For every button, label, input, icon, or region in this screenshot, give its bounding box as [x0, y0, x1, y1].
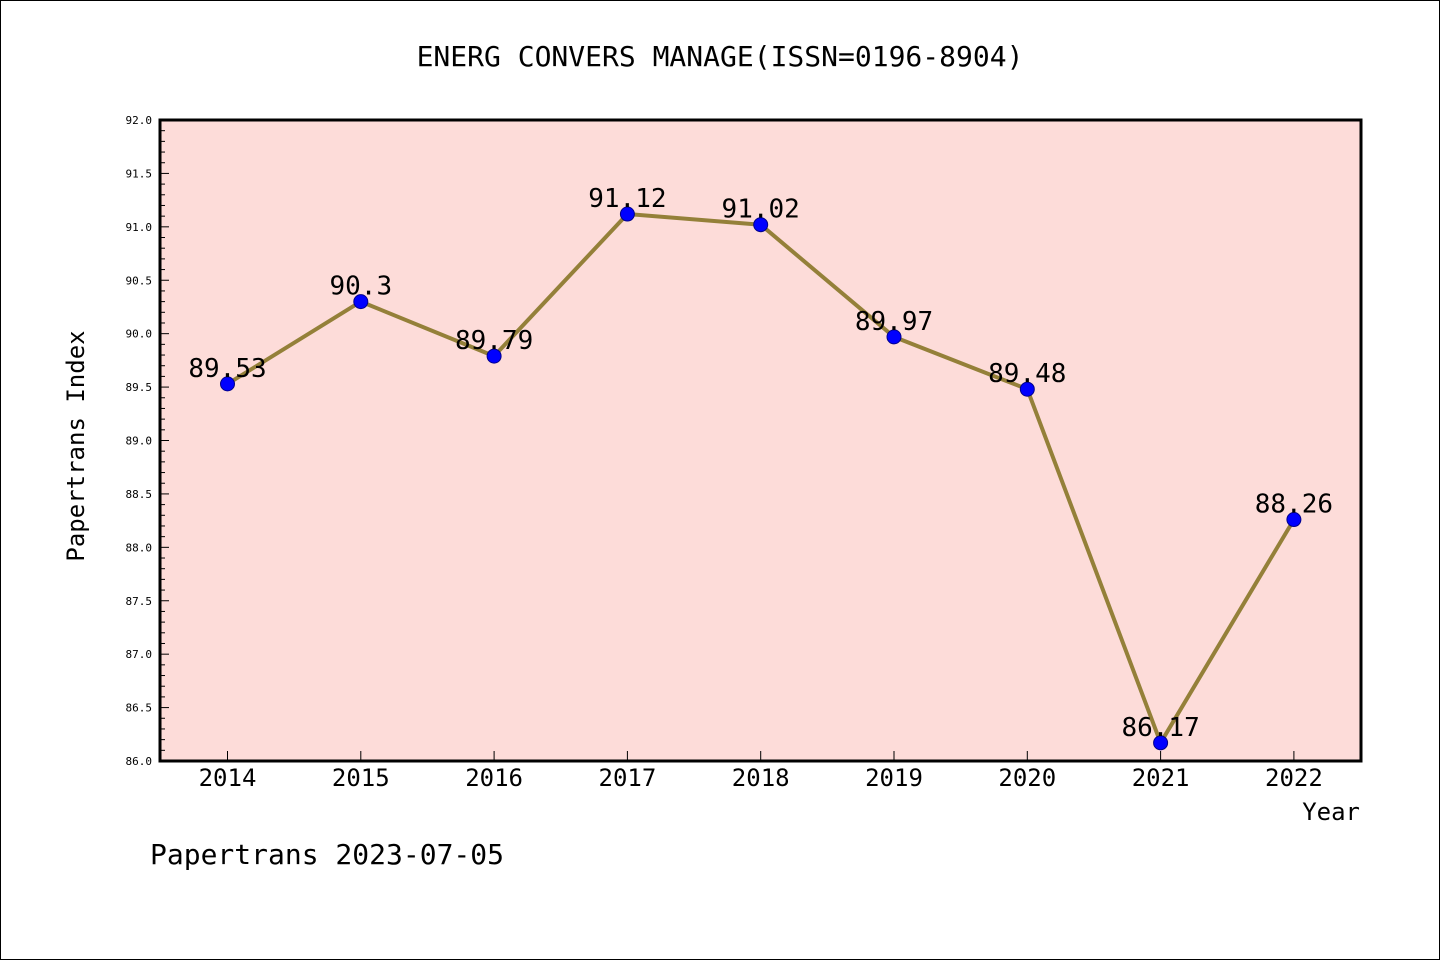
y-tick-label: 88.0 — [126, 541, 153, 554]
y-tick-label: 89.0 — [126, 435, 153, 448]
data-label: 89.53 — [188, 354, 266, 384]
y-tick-label: 91.5 — [126, 167, 153, 180]
y-tick-label: 90.5 — [126, 274, 153, 287]
data-point — [1153, 735, 1169, 751]
x-tick-label: 2021 — [1132, 764, 1190, 792]
data-point — [619, 206, 635, 222]
data-label: 88.26 — [1255, 490, 1333, 520]
x-tick-label: 2018 — [732, 764, 790, 792]
footer-text: Papertrans 2023-07-05 — [150, 838, 504, 871]
y-tick-label: 89.5 — [126, 381, 153, 394]
x-tick-label: 2022 — [1265, 764, 1323, 792]
y-tick-label: 88.5 — [126, 488, 153, 501]
y-tick-label: 87.0 — [126, 648, 153, 661]
y-tick-label: 86.5 — [126, 702, 153, 715]
data-label: 89.79 — [455, 326, 533, 356]
x-tick-label: 2017 — [599, 764, 657, 792]
data-label: 91.12 — [588, 184, 666, 214]
y-tick-label: 91.0 — [126, 221, 153, 234]
y-tick-label: 90.0 — [126, 328, 153, 341]
x-tick-label: 2019 — [865, 764, 923, 792]
series-line — [220, 206, 1302, 751]
y-axis: 86.0 86.5 87.0 87.5 88.0 88.5 89.0 89.5 90.0 90.5… — [126, 114, 169, 768]
data-point — [753, 217, 769, 233]
x-tick-label: 2020 — [998, 764, 1056, 792]
data-point — [886, 329, 902, 345]
data-label: 89.48 — [988, 359, 1066, 389]
x-axis: 2014 2015 2016 2017 2018 2019 2020 2021 2022 — [199, 751, 1323, 792]
data-point — [1286, 512, 1302, 528]
y-tick-label: 87.5 — [126, 595, 153, 608]
x-tick-label: 2016 — [465, 764, 523, 792]
x-axis-label: Year — [1302, 798, 1360, 826]
data-label: 89.97 — [855, 307, 933, 337]
data-label: 86.17 — [1121, 713, 1199, 743]
data-labels: 89.53 90.3 89.79 91.12 91.02 89.97 89.48 86.17 8… — [188, 184, 1333, 743]
data-point — [1019, 381, 1035, 397]
x-tick-label: 2015 — [332, 764, 390, 792]
data-point — [220, 376, 235, 392]
y-axis-label: Papertrans Index — [62, 330, 90, 561]
data-label: 90.3 — [329, 272, 392, 302]
data-label: 91.02 — [722, 195, 800, 225]
plot-border — [158, 118, 1363, 763]
data-point — [486, 348, 502, 364]
chart-title: ENERG CONVERS MANAGE(ISSN=0196-8904) — [417, 40, 1024, 73]
data-point — [353, 294, 369, 310]
y-tick-label: 92.0 — [126, 114, 153, 127]
y-tick-label: 86.0 — [126, 755, 153, 768]
x-tick-label: 2014 — [199, 764, 257, 792]
